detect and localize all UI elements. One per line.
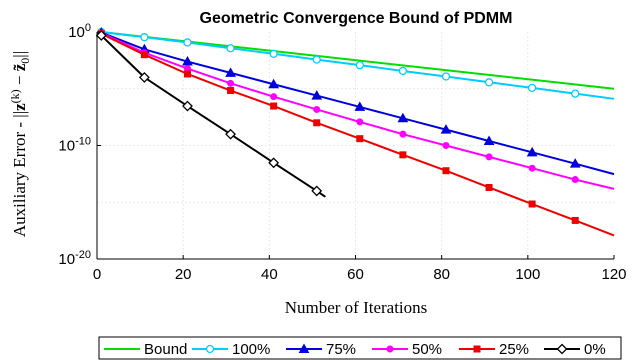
data-point bbox=[312, 55, 321, 64]
y-axis-label: Auxiliary Error - ||z(k) − z̃0|| bbox=[8, 51, 32, 237]
data-point bbox=[268, 157, 280, 169]
data-point bbox=[311, 185, 323, 197]
legend-item-5: 0% bbox=[544, 341, 606, 358]
grid-lines bbox=[97, 32, 614, 259]
legend-item-1: 100% bbox=[192, 341, 270, 358]
series-lines bbox=[95, 26, 615, 237]
x-tick-label: 40 bbox=[261, 266, 278, 283]
data-point bbox=[269, 49, 278, 58]
data-point bbox=[528, 200, 536, 208]
data-point bbox=[227, 87, 235, 95]
data-point bbox=[270, 102, 278, 110]
x-tick-labels: 0 20 40 60 80 100 120 bbox=[93, 266, 627, 283]
data-point bbox=[226, 44, 235, 53]
data-point bbox=[95, 29, 107, 41]
chart-title: Geometric Convergence Bound of PDMM bbox=[200, 10, 513, 27]
data-point bbox=[182, 56, 193, 66]
legend-item-2: 75% bbox=[286, 341, 356, 358]
data-point bbox=[569, 158, 581, 168]
data-point bbox=[140, 51, 148, 59]
y-tick-label: 100 bbox=[68, 22, 91, 41]
data-point bbox=[442, 167, 450, 175]
data-point bbox=[485, 153, 493, 161]
data-point bbox=[227, 79, 235, 87]
x-tick-label: 20 bbox=[175, 266, 192, 283]
legend-box bbox=[98, 336, 622, 360]
data-point bbox=[270, 93, 278, 101]
data-point bbox=[526, 146, 538, 157]
series-5 bbox=[95, 29, 326, 198]
data-point bbox=[354, 101, 366, 111]
data-point bbox=[356, 118, 364, 126]
legend-item-3: 50% bbox=[372, 341, 442, 358]
data-point bbox=[311, 90, 323, 100]
data-point bbox=[398, 66, 408, 76]
data-point bbox=[355, 61, 364, 70]
data-point bbox=[313, 119, 321, 127]
legend-label: 0% bbox=[584, 341, 606, 358]
data-point bbox=[441, 72, 451, 81]
legend-label: 50% bbox=[412, 341, 442, 358]
legend-label: Bound bbox=[144, 341, 187, 358]
x-axis-label: Number of Iterations bbox=[285, 298, 428, 317]
y-tick-labels: 10-20 10-10 100 bbox=[58, 22, 91, 268]
data-point bbox=[313, 105, 321, 113]
data-point bbox=[571, 216, 579, 224]
legend-marker bbox=[473, 345, 481, 353]
data-point bbox=[138, 71, 150, 83]
legend-label: 75% bbox=[326, 341, 356, 358]
data-point bbox=[485, 183, 493, 191]
legend-marker bbox=[298, 343, 310, 353]
legend-item-4: 25% bbox=[459, 341, 529, 358]
data-point bbox=[182, 100, 193, 112]
legend-marker bbox=[386, 345, 394, 353]
data-point bbox=[225, 67, 236, 77]
legend-label: 25% bbox=[499, 341, 529, 358]
data-point bbox=[484, 78, 494, 87]
legend-marker bbox=[205, 344, 215, 354]
legend-item-0: Bound bbox=[104, 341, 187, 358]
data-point bbox=[571, 176, 579, 184]
legend-marker bbox=[556, 343, 568, 355]
data-point bbox=[397, 112, 409, 123]
data-point bbox=[399, 130, 407, 138]
data-point bbox=[140, 33, 149, 42]
data-point bbox=[483, 135, 495, 145]
data-point bbox=[183, 38, 192, 47]
data-point bbox=[528, 164, 536, 172]
data-point bbox=[356, 135, 364, 143]
y-tick-label: 10-20 bbox=[58, 249, 91, 268]
x-tick-label: 80 bbox=[433, 266, 450, 283]
x-tick-label: 100 bbox=[515, 266, 540, 283]
series-4 bbox=[97, 30, 615, 237]
data-point bbox=[440, 124, 452, 134]
data-point bbox=[268, 78, 279, 89]
y-tick-label: 10-10 bbox=[58, 136, 91, 155]
data-point bbox=[442, 142, 450, 149]
data-point bbox=[183, 70, 191, 78]
x-tick-label: 120 bbox=[601, 266, 626, 283]
data-point bbox=[571, 89, 580, 98]
x-tick-label: 0 bbox=[93, 266, 101, 283]
legend-label: 100% bbox=[232, 341, 270, 358]
data-point bbox=[225, 128, 236, 140]
data-point bbox=[399, 151, 407, 159]
data-point bbox=[527, 83, 537, 93]
axes bbox=[96, 31, 615, 260]
legend: Bound 100% 75% 50% 25% 0% bbox=[98, 336, 622, 360]
x-tick-label: 60 bbox=[347, 266, 364, 283]
